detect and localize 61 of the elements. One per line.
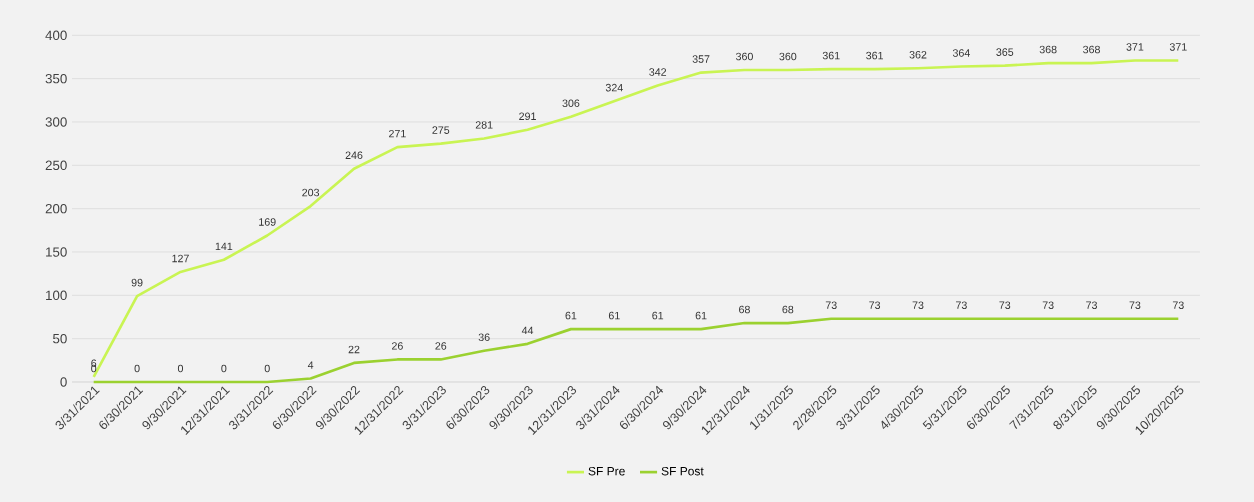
data-label: 26	[392, 342, 403, 350]
data-label: 169	[259, 218, 276, 226]
data-label: 365	[996, 48, 1014, 56]
data-label: 362	[909, 50, 927, 59]
data-label: 73	[869, 301, 881, 309]
data-label: 306	[562, 99, 580, 108]
y-tick-label: 0	[60, 377, 67, 387]
data-label: 36	[478, 333, 490, 342]
data-label: 324	[605, 83, 623, 92]
data-label: 4	[307, 361, 314, 369]
data-label: 44	[521, 326, 534, 335]
data-label: 141	[215, 242, 233, 251]
data-label: 73	[956, 301, 967, 309]
data-label: 0	[221, 364, 227, 373]
data-label: 371	[1126, 43, 1144, 51]
data-label: 281	[475, 121, 493, 129]
y-tick-label: 200	[45, 203, 67, 214]
legend-label: SF Post	[661, 466, 704, 476]
data-label: 357	[692, 55, 710, 63]
data-label: 22	[348, 345, 360, 354]
data-label: 73	[912, 301, 924, 309]
y-tick-label: 250	[45, 160, 67, 171]
data-label: 364	[952, 49, 970, 57]
y-tick-label: 350	[45, 73, 67, 84]
y-tick-label: 150	[46, 247, 67, 257]
data-label: 73	[1086, 301, 1097, 309]
data-label: 0	[177, 364, 184, 373]
data-label: 73	[1129, 301, 1141, 309]
data-label: 0	[264, 364, 270, 373]
data-label: 291	[519, 112, 536, 121]
data-label: 203	[302, 188, 320, 197]
data-label: 73	[1042, 301, 1054, 309]
data-label: 73	[825, 301, 837, 309]
data-label: 342	[649, 68, 667, 76]
data-label: 73	[999, 301, 1011, 309]
data-label: 0	[134, 364, 140, 373]
y-tick-label: 100	[46, 290, 67, 301]
y-tick-label: 50	[53, 333, 67, 344]
data-label: 360	[735, 52, 753, 61]
data-label: 127	[172, 254, 189, 263]
y-tick-label: 300	[45, 117, 67, 127]
legend-label: SF Pre	[588, 466, 625, 476]
data-label: 368	[1039, 45, 1057, 54]
data-label: 73	[1172, 301, 1184, 309]
data-label: 68	[782, 305, 794, 314]
data-label: 61	[608, 311, 620, 320]
data-label: 61	[652, 311, 664, 320]
data-label: 360	[779, 52, 797, 61]
data-label: 361	[866, 51, 883, 60]
data-label: 275	[432, 126, 450, 134]
data-label: 246	[345, 151, 363, 160]
data-label: 368	[1083, 45, 1100, 54]
data-label: 68	[739, 305, 750, 314]
data-label: 271	[389, 129, 406, 138]
data-label: 61	[565, 311, 577, 320]
data-label: 99	[131, 278, 143, 287]
data-label: 26	[435, 342, 447, 350]
y-tick-label: 400	[45, 30, 67, 41]
data-label: 371	[1169, 43, 1187, 51]
data-label: 361	[822, 51, 840, 60]
data-label: 61	[695, 311, 707, 320]
